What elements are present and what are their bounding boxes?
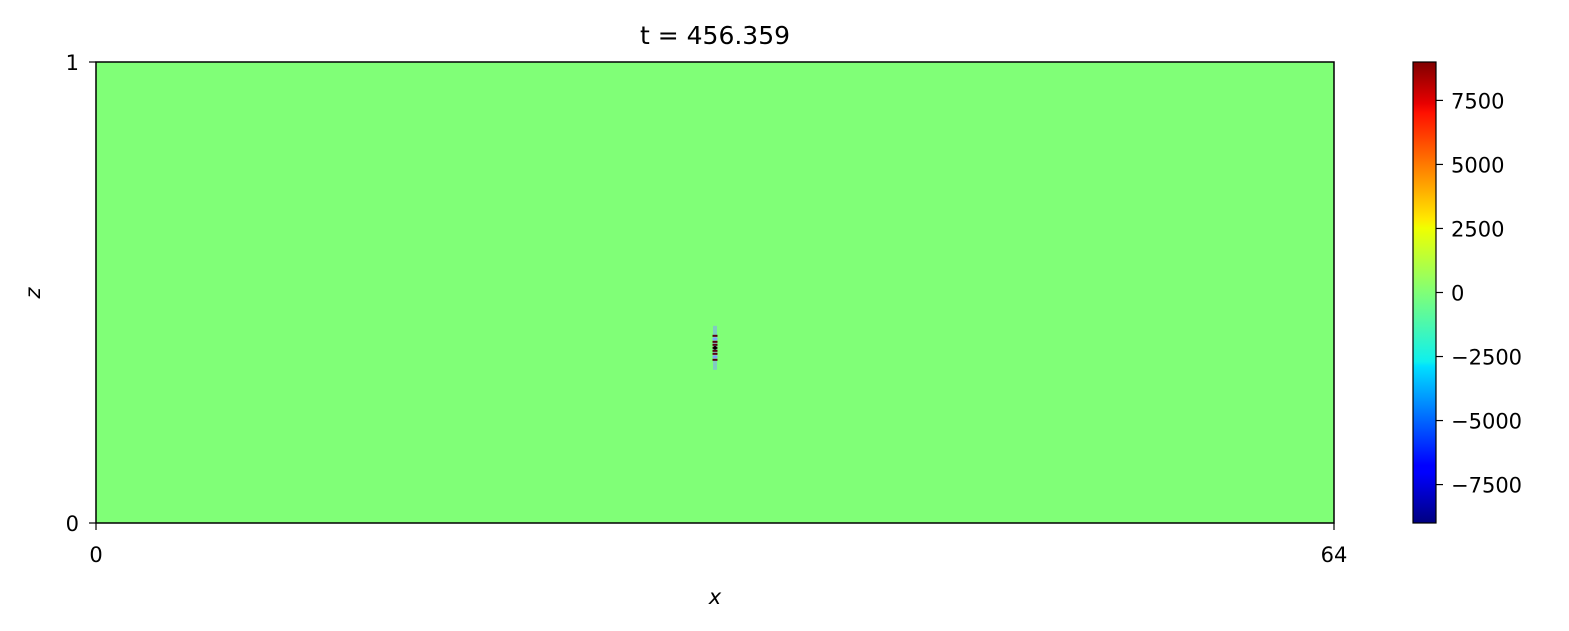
x-axis-label: x <box>708 585 722 609</box>
oscillation-spot <box>712 325 718 370</box>
x-tick-label: 64 <box>1321 543 1348 567</box>
chart-title: t = 456.359 <box>640 21 790 50</box>
colorbar-gradient <box>1412 61 1437 524</box>
oscillation-band <box>712 334 718 337</box>
y-tick-label: 0 <box>66 512 79 536</box>
x-axis: 0 64 x <box>89 523 1347 609</box>
colorbar-tick-label: −7500 <box>1451 474 1522 498</box>
colorbar-ticks: 7500 5000 2500 0 −2500 −5000 −7500 <box>1436 89 1522 498</box>
oscillation-band <box>712 343 718 346</box>
colorbar-tick-label: 7500 <box>1451 89 1504 113</box>
plot-frame <box>95 61 1335 524</box>
colorbar-tick-label: −5000 <box>1451 410 1522 434</box>
colorbar-tick-label: 5000 <box>1451 153 1504 177</box>
oscillation-band <box>712 349 718 352</box>
x-tick-label: 0 <box>89 543 102 567</box>
oscillation-band <box>712 358 718 361</box>
y-axis-label: z <box>21 287 45 300</box>
oscillation-band <box>712 355 718 358</box>
oscillation-band <box>712 337 718 340</box>
oscillation-band <box>712 340 718 343</box>
y-tick-label: 1 <box>66 51 79 75</box>
oscillation-core <box>713 346 717 350</box>
oscillation-band <box>712 352 718 355</box>
colorbar: 7500 5000 2500 0 −2500 −5000 −7500 <box>1412 61 1522 524</box>
y-axis: 1 0 z <box>21 51 96 536</box>
colorbar-tick-label: 2500 <box>1451 217 1504 241</box>
colorbar-tick-label: 0 <box>1451 282 1464 306</box>
heatmap-field <box>96 62 1334 523</box>
colorbar-tick-label: −2500 <box>1451 346 1522 370</box>
